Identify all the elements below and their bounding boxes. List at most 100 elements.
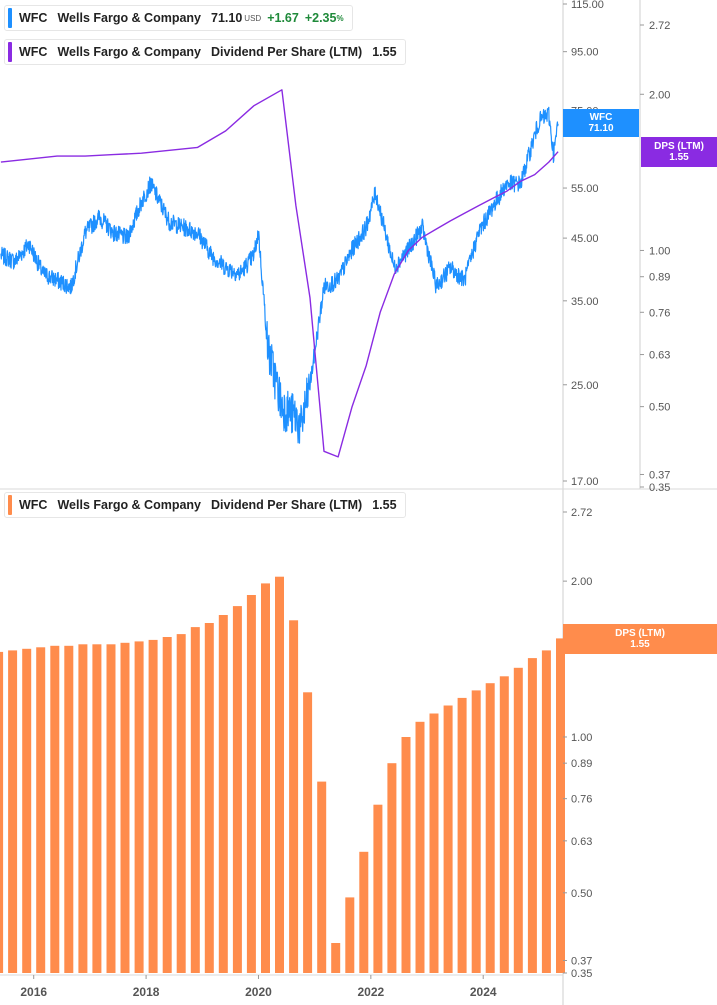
dps-bar <box>556 638 565 973</box>
dps-bar <box>218 615 228 973</box>
dps-bar <box>22 648 32 973</box>
dps-line-legend[interactable]: WFC Wells Fargo & Company Dividend Per S… <box>4 39 406 65</box>
dps-line-legend-value: 1.55 <box>372 45 397 59</box>
dps-bar <box>317 781 327 973</box>
dps-bar <box>176 634 186 973</box>
dps-bar <box>92 644 102 973</box>
dps-bar <box>303 692 313 973</box>
dps-bar <box>246 595 256 973</box>
dps-bar-legend-value: 1.55 <box>372 498 397 512</box>
dps-bar-legend-metric: Dividend Per Share (LTM) <box>211 498 363 512</box>
dps-bar <box>443 705 453 973</box>
dps-bar <box>429 713 439 973</box>
price-legend[interactable]: WFC Wells Fargo & Company 71.10 USD +1.6… <box>4 5 353 31</box>
dps-bottom-axis-tick-label: 0.35 <box>571 968 592 980</box>
dps-bar-value-tag: DPS (LTM) 1.55 <box>563 624 717 654</box>
dps-bar <box>232 606 242 973</box>
dps-bar <box>106 644 116 973</box>
dps-bottom-axis-tick-label: 0.63 <box>571 836 592 848</box>
time-axis-tick-label: 2020 <box>245 985 272 999</box>
dps-bar <box>64 645 74 973</box>
price-tag-name: WFC <box>589 112 613 123</box>
price-legend-price: 71.10 <box>211 11 243 25</box>
price-legend-currency: USD <box>244 13 262 23</box>
time-axis-tick-label: 2016 <box>20 985 47 999</box>
dps-bar <box>387 763 397 973</box>
dps-top-axis-tick-label: 0.50 <box>649 402 670 414</box>
dps-bar <box>289 620 299 973</box>
price-legend-ticker: WFC <box>19 11 48 25</box>
dps-top-axis-tick-label: 0.63 <box>649 350 670 362</box>
dps-bar <box>148 639 158 973</box>
dps-bar-tag-name: DPS (LTM) <box>615 628 665 639</box>
dps-line-value-tag: DPS (LTM) 1.55 <box>641 137 717 167</box>
price-legend-pct-sign: % <box>336 13 344 23</box>
dps-line-legend-metric: Dividend Per Share (LTM) <box>211 45 363 59</box>
dps-bar <box>471 690 481 973</box>
dps-bar <box>527 658 537 973</box>
price-legend-change-pct: +2.35 <box>304 11 337 25</box>
dps-bottom-axis-tick-label: 0.89 <box>571 758 592 770</box>
dps-line-swatch <box>8 42 12 62</box>
dps-top-axis-tick-label: 0.76 <box>649 307 670 319</box>
dps-line-legend-ticker: WFC <box>19 45 48 59</box>
dps-bar <box>457 697 467 973</box>
dps-bar <box>513 667 523 973</box>
dps-bar <box>36 647 46 973</box>
dps-bar <box>275 576 284 973</box>
dps-top-axis-tick-label: 1.00 <box>649 245 670 257</box>
dps-bar <box>331 943 341 973</box>
dps-bar <box>359 851 369 973</box>
dps-line-tag-value: 1.55 <box>669 152 689 163</box>
dps-bar <box>485 683 495 973</box>
dps-bottom-axis-tick-label: 0.76 <box>571 794 592 806</box>
dps-bar <box>401 737 411 973</box>
dps-bar <box>345 897 355 973</box>
price-axis-tick-label: 17.00 <box>571 476 599 488</box>
price-axis-tick-label: 25.00 <box>571 380 599 392</box>
dps-bar <box>50 645 60 973</box>
dps-bar <box>0 651 4 973</box>
price-axis-tick-label: 55.00 <box>571 183 599 195</box>
price-tag-value: 71.10 <box>588 123 614 134</box>
price-axis-tick-label: 95.00 <box>571 47 599 59</box>
price-series-swatch <box>8 8 12 28</box>
dps-bar <box>541 650 551 973</box>
price-legend-change: +1.67 <box>267 11 299 25</box>
dps-bar <box>190 627 200 973</box>
price-line <box>0 106 559 444</box>
price-axis-tick-label: 115.00 <box>571 0 604 11</box>
dps-top-axis-tick-label: 2.00 <box>649 89 670 101</box>
dps-line <box>0 89 559 458</box>
dps-top-axis-tick-label: 2.72 <box>649 20 670 32</box>
dps-bar <box>373 804 383 973</box>
dps-bar <box>204 623 214 973</box>
dps-bar <box>120 642 130 973</box>
dps-bottom-axis-tick-label: 2.72 <box>571 507 592 519</box>
time-axis-tick-label: 2022 <box>357 985 384 999</box>
dps-top-axis-tick-label: 0.35 <box>649 482 670 494</box>
dps-top-axis-tick-label: 0.37 <box>649 469 670 481</box>
dps-bar-legend[interactable]: WFC Wells Fargo & Company Dividend Per S… <box>4 492 406 518</box>
price-legend-company: Wells Fargo & Company <box>57 11 202 25</box>
dps-line-tag-name: DPS (LTM) <box>654 141 704 152</box>
dps-bottom-axis-tick-label: 0.37 <box>571 956 592 968</box>
dps-bar-legend-ticker: WFC <box>19 498 48 512</box>
price-axis-tick-label: 45.00 <box>571 233 599 245</box>
time-axis-tick-label: 2018 <box>133 985 160 999</box>
dps-bar <box>78 644 88 973</box>
dps-bar-legend-company: Wells Fargo & Company <box>57 498 202 512</box>
dps-bottom-axis-tick-label: 2.00 <box>571 576 592 588</box>
dps-top-axis-tick-label: 0.89 <box>649 272 670 284</box>
dps-bar-tag-value: 1.55 <box>630 639 650 650</box>
dps-bar <box>162 637 172 973</box>
price-value-tag: WFC 71.10 <box>563 109 639 137</box>
dps-bar-swatch <box>8 495 12 515</box>
dps-line-legend-company: Wells Fargo & Company <box>57 45 202 59</box>
dps-bar <box>261 583 270 973</box>
dps-bar <box>499 676 509 973</box>
dps-bar <box>8 650 18 973</box>
dps-bar <box>134 641 144 973</box>
dps-bottom-axis-tick-label: 0.50 <box>571 888 592 900</box>
